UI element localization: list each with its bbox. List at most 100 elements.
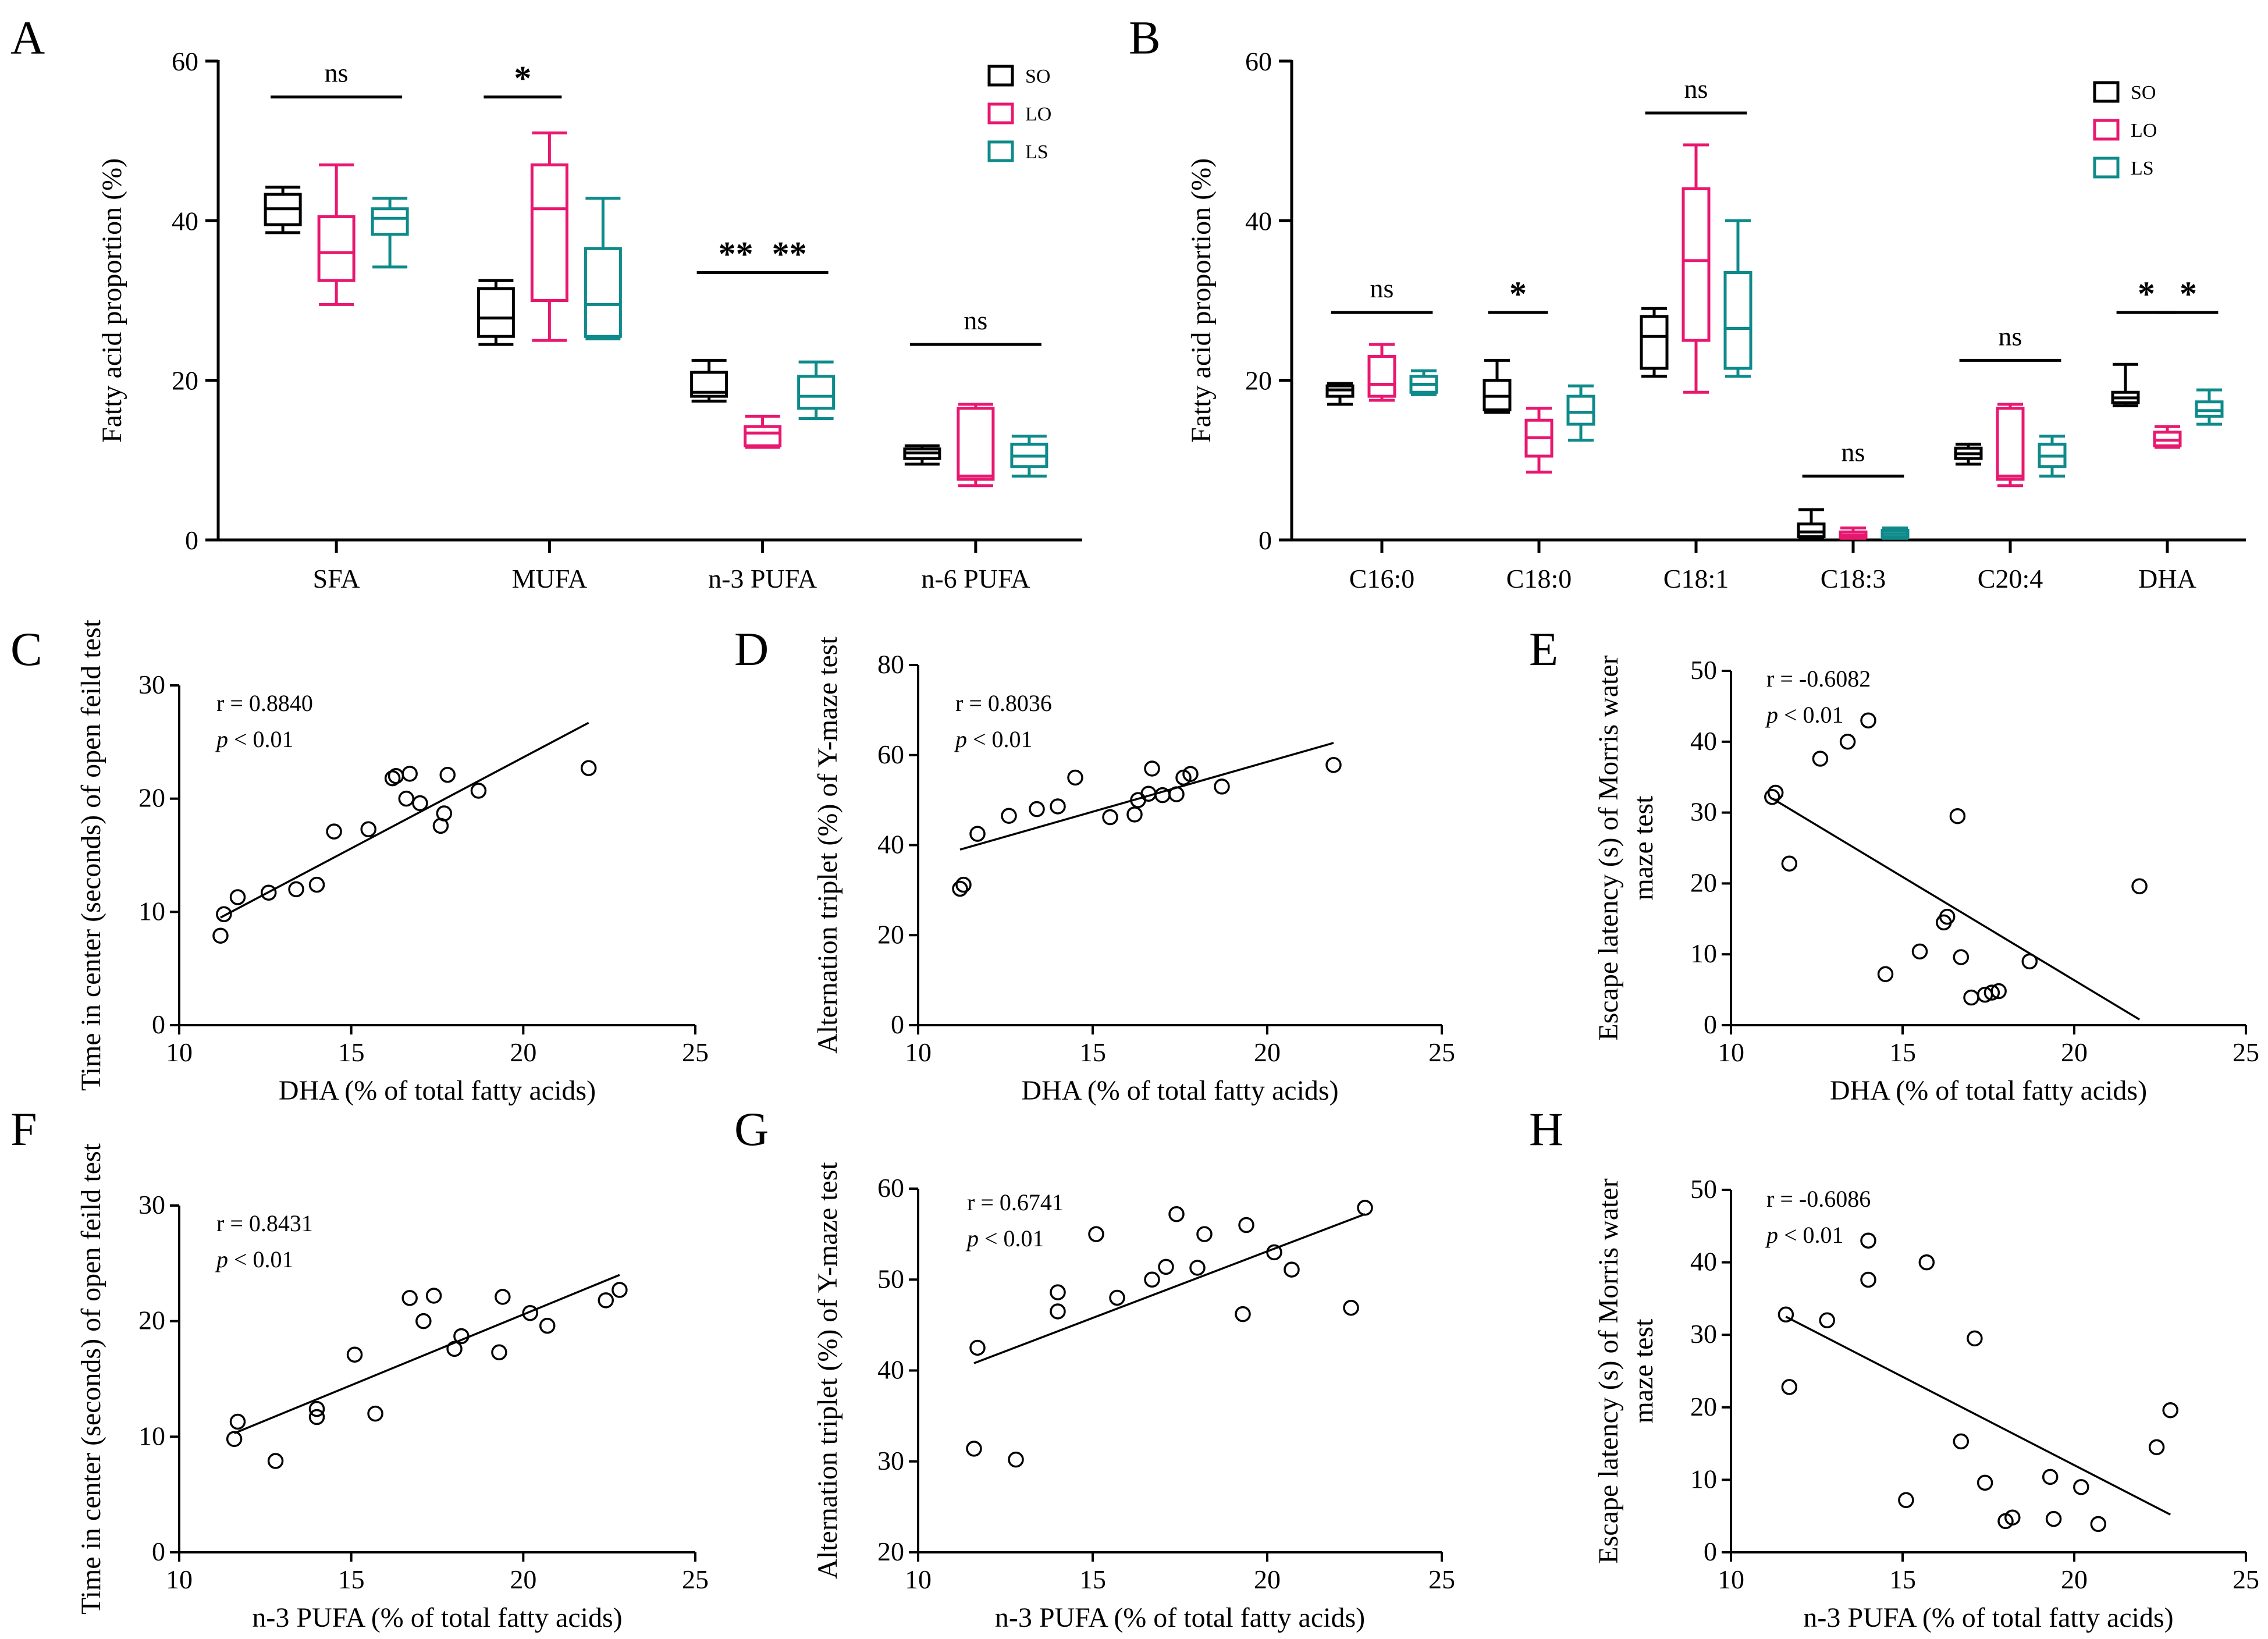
data-point [1144, 1271, 1160, 1288]
y-tick-label: 30 [877, 1446, 904, 1476]
data-point [952, 880, 968, 897]
x-tick-label: 25 [1428, 1037, 1455, 1067]
panel-letter: D [734, 623, 769, 675]
data-point [425, 1288, 442, 1304]
y-tick-label: 20 [138, 783, 165, 813]
y-tick-label: 80 [877, 649, 904, 679]
data-point [401, 1290, 418, 1306]
data-point [346, 1346, 363, 1363]
y-tick-label: 20 [138, 1306, 165, 1335]
data-point [1976, 1474, 1993, 1491]
y-tick-label: 60 [1245, 47, 1272, 76]
panel-d: D 0 20 40 60 80 10 15 20 25 DHA (% of total fatty … [734, 623, 1455, 1106]
panel-letter: B [1129, 11, 1161, 64]
data-point [1764, 789, 1780, 805]
significance-label: ns [325, 58, 349, 88]
p-value: p < 0.01 [954, 726, 1033, 752]
data-point [1182, 766, 1199, 782]
box-iqr [584, 247, 622, 338]
x-tick-label: 25 [682, 1565, 709, 1594]
x-tick-label: 20 [1254, 1565, 1281, 1594]
x-tick-label: 15 [1889, 1037, 1916, 1067]
data-point [966, 1441, 982, 1457]
data-point [1168, 786, 1185, 802]
data-point [436, 805, 453, 822]
data-point [1214, 778, 1230, 795]
data-point [308, 1400, 325, 1417]
y-axis-title: Alternation triplet (%) of Y-maze test [812, 1162, 843, 1579]
box-lo-6 [2153, 425, 2182, 449]
box-lo-5 [1996, 403, 2025, 488]
p-value: p < 0.01 [965, 1225, 1044, 1252]
x-tick-label: n-3 PUFA [708, 564, 817, 593]
correlation-r: r = 0.8840 [216, 690, 313, 716]
box-ls-3 [797, 360, 836, 421]
y-tick-label: 0 [891, 1009, 904, 1039]
regression-line [1771, 797, 2141, 1021]
y-tick-label: 60 [172, 47, 198, 76]
box-ls-4 [1880, 526, 1910, 540]
y-tick-label: 20 [877, 919, 904, 949]
box-iqr [957, 407, 995, 481]
box-iqr [1367, 355, 1396, 398]
y-tick-label: 40 [1245, 206, 1272, 236]
data-point [1781, 855, 1798, 872]
y-tick-label: 40 [877, 830, 904, 859]
box-ls-1 [1409, 369, 1438, 396]
data-point [1860, 1232, 1876, 1249]
x-axis-title: n-3 PUFA (% of total fatty acids) [995, 1602, 1365, 1633]
data-point [1050, 1284, 1066, 1300]
data-point [1154, 787, 1171, 803]
x-tick-label: 15 [338, 1565, 365, 1594]
legend-label-so: SO [2131, 82, 2156, 104]
box-so-1 [264, 186, 302, 234]
box-so-3 [690, 358, 728, 403]
significance-label: ns [964, 305, 987, 335]
p-threshold: < 0.01 [979, 1225, 1044, 1252]
box-so-3 [1640, 307, 1669, 378]
box-lo-3 [1682, 143, 1711, 394]
box-ls-2 [584, 197, 622, 340]
box-ls-1 [371, 197, 409, 269]
regression-line [220, 721, 589, 919]
x-axis-title: n-3 PUFA (% of total fatty acids) [252, 1602, 622, 1633]
y-axis-title: Time in center (seconds) of open feild t… [76, 619, 106, 1091]
data-point [216, 906, 232, 922]
box-iqr [1682, 187, 1711, 342]
panel-letter: C [10, 623, 42, 675]
x-axis-title: n-3 PUFA (% of total fatty acids) [1803, 1602, 2173, 1633]
y-tick-label: 40 [1690, 1247, 1717, 1277]
significance-label: * [1509, 275, 1527, 313]
significance-label: ns [1999, 321, 2022, 351]
data-point [1238, 1217, 1254, 1233]
significance-label: * [2180, 275, 2197, 313]
box-lo-1 [317, 163, 356, 306]
box-ls-4 [1010, 435, 1048, 478]
significance-label: * [2138, 275, 2155, 313]
panel-a: A 0 20 40 60 SFA MUFA n-3 PUFA n-6 PUFA Fatty aci… [10, 11, 1082, 593]
significance-label: ns [1370, 273, 1394, 303]
y-tick-label: 0 [185, 525, 198, 555]
y-tick-label: 60 [877, 1173, 904, 1203]
data-point [1029, 801, 1045, 817]
box-iqr [1996, 407, 2025, 481]
data-point [1819, 1312, 1835, 1329]
significance-label: ns [1684, 74, 1708, 104]
data-point [495, 1289, 511, 1305]
y-tick-label: 30 [138, 1190, 165, 1220]
x-tick-label: MUFA [512, 564, 588, 593]
y-axis-title-line: Escape latency (s) of Morris water [1593, 655, 1624, 1040]
panel-b: B 0 20 40 60 C16:0 C18:0 C18:1 C18:3 C20:4 DHA Fatt… [1129, 11, 2246, 593]
p-threshold: < 0.01 [228, 726, 294, 752]
p-value: p < 0.01 [1765, 702, 1844, 728]
y-tick-label: 20 [877, 1537, 904, 1566]
box-iqr [477, 287, 515, 338]
correlation-r: r = -0.6082 [1766, 666, 1871, 692]
data-point [229, 889, 246, 905]
data-point [1963, 989, 1979, 1006]
data-point [1144, 760, 1160, 777]
data-point [1918, 1254, 1935, 1271]
y-axis-title-line: Escape latency (s) of Morris water [1593, 1178, 1624, 1563]
data-point [453, 1328, 470, 1345]
